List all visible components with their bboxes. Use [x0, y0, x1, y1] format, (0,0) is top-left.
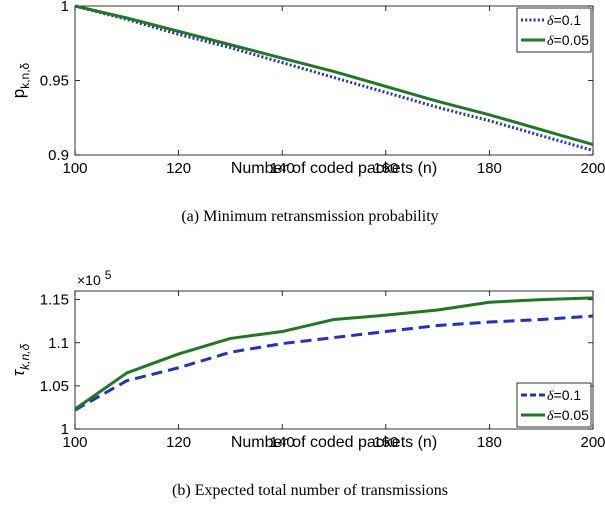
series-line-1	[74, 4, 594, 147]
y-tick-label: 0.95	[40, 73, 69, 90]
legend-label: δ=0.1	[547, 387, 581, 404]
x-tick-label: 100	[62, 434, 87, 451]
legend: δ=0.1 δ=0.05	[516, 382, 592, 428]
series-line-1	[74, 296, 594, 411]
x-tick-label: 160	[373, 160, 398, 177]
x-tick-label: 180	[477, 434, 502, 451]
chart-1: 100 120 140 160 180 200 1 1.05 1.1 1.15 ×10 5 Number…	[9, 268, 605, 499]
figure-caption: (b) Expected total number of transmissio…	[172, 482, 448, 499]
legend-label: δ=0.1	[547, 12, 581, 29]
legend-box	[516, 382, 592, 428]
y-tick-label: 1.15	[40, 292, 69, 309]
x-tick-label: 140	[270, 434, 295, 451]
y-tick-label: 1.1	[48, 335, 69, 352]
x-tick-label: 120	[166, 160, 191, 177]
series-line-0	[74, 4, 594, 152]
figure-caption: (a) Minimum retransmission probability	[181, 208, 438, 225]
x-axis-label: Number of coded packets (n)	[231, 434, 437, 451]
y-scale-factor: ×10 5	[77, 268, 112, 288]
legend-label: δ=0.05	[547, 32, 589, 49]
series-line-0	[74, 314, 594, 412]
x-tick-label: 120	[166, 434, 191, 451]
x-tick-label: 100	[62, 160, 87, 177]
y-tick-label: 0.9	[48, 147, 69, 164]
x-tick-label: 140	[270, 160, 295, 177]
chart-0: 100 120 140 160 180 200 0.9 0.95 1 Number of code…	[9, 0, 605, 225]
x-axis-label: Number of coded packets (n)	[231, 160, 437, 177]
y-axis-label: τk,n,δ	[9, 343, 32, 376]
legend: δ=0.1 δ=0.05	[516, 7, 592, 53]
x-tick-label: 200	[580, 434, 605, 451]
legend-box	[516, 7, 592, 53]
plot-area	[74, 290, 594, 430]
y-tick-label: 1.05	[40, 378, 69, 395]
x-tick-label: 200	[580, 160, 605, 177]
x-tick-label: 180	[477, 160, 502, 177]
x-tick-label: 160	[373, 434, 398, 451]
y-axis-label: pk,n,δ	[9, 62, 32, 98]
legend-label: δ=0.05	[547, 407, 589, 424]
y-tick-label: 1	[61, 421, 69, 438]
y-tick-label: 1	[61, 0, 69, 15]
